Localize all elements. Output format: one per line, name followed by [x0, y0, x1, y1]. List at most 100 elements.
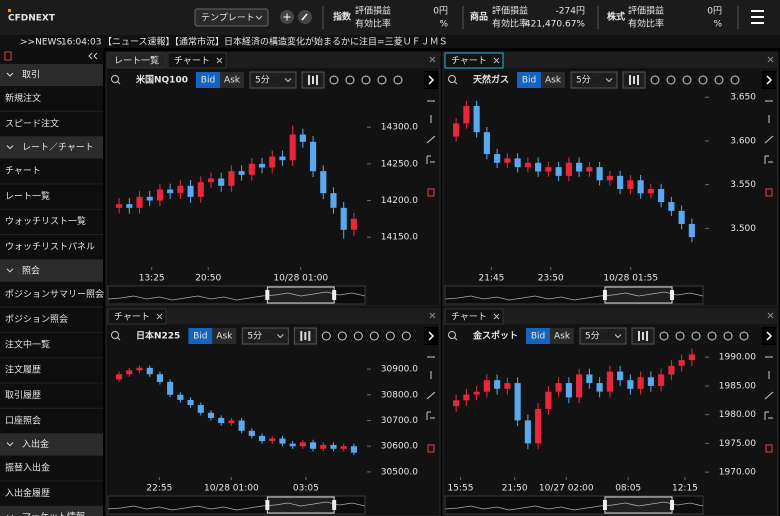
menu-item[interactable]: スピード注文: [5, 117, 59, 129]
search-icon[interactable]: [448, 75, 456, 83]
symbol-name[interactable]: 金スポット: [472, 330, 518, 342]
side-tool[interactable]: [426, 411, 435, 420]
menu-item[interactable]: ウォッチリスト一覧: [5, 215, 86, 227]
navigator-window[interactable]: [604, 496, 673, 514]
tool-icon[interactable]: [369, 331, 379, 341]
side-tool[interactable]: [426, 155, 435, 164]
symbol-name[interactable]: 天然ガス: [473, 74, 509, 86]
symbol-name[interactable]: 日本N225: [136, 330, 180, 342]
scroll-button[interactable]: [424, 327, 438, 345]
interval-select[interactable]: [579, 327, 627, 345]
menu-item[interactable]: レート一覧: [5, 190, 50, 202]
scroll-button[interactable]: [762, 327, 776, 345]
tab[interactable]: [444, 308, 504, 325]
side-trash[interactable]: [765, 188, 773, 197]
tool-icon[interactable]: [666, 75, 676, 85]
side-tool[interactable]: [764, 391, 774, 400]
tool-icon[interactable]: [385, 331, 395, 341]
tool-icon[interactable]: [337, 331, 347, 341]
tool-icon[interactable]: [730, 75, 740, 85]
navigator-handle[interactable]: [332, 290, 337, 300]
tab-close[interactable]: [216, 57, 223, 64]
tool-icon[interactable]: [329, 75, 339, 85]
search-icon[interactable]: [111, 331, 119, 339]
menu-item[interactable]: 注文履歴: [5, 364, 41, 376]
menu-item[interactable]: 新規注文: [5, 92, 41, 104]
tool-icon[interactable]: [691, 331, 701, 341]
panel-close[interactable]: [429, 56, 436, 63]
tool-icon[interactable]: [361, 75, 371, 85]
menu-icon[interactable]: [751, 10, 764, 24]
navigator-handle[interactable]: [602, 500, 607, 510]
tab[interactable]: [167, 52, 227, 69]
search-icon[interactable]: [448, 331, 456, 339]
side-trash[interactable]: [427, 188, 435, 197]
navigator-handle[interactable]: [602, 290, 607, 300]
tool-icon[interactable]: [707, 331, 717, 341]
tool-icon[interactable]: [353, 331, 363, 341]
tab[interactable]: [444, 52, 504, 69]
tab-close[interactable]: [156, 313, 163, 320]
navigator-handle[interactable]: [670, 500, 675, 510]
navigator-window[interactable]: [266, 496, 335, 514]
interval-select[interactable]: [570, 71, 618, 89]
bid-button[interactable]: [526, 328, 551, 344]
news-text[interactable]: 【ニュース速報】【通常市況】日本経済の構造変化が始まるかに注目=三菱ＵＦＪＭＳ: [103, 36, 448, 48]
panel-close[interactable]: [429, 312, 436, 319]
tool-icon[interactable]: [650, 75, 660, 85]
menu-item[interactable]: 注文中一覧: [5, 338, 50, 350]
navigator-window[interactable]: [266, 286, 335, 304]
search-icon[interactable]: [111, 75, 119, 83]
tab-close[interactable]: [493, 57, 500, 64]
tool-icon[interactable]: [401, 331, 411, 341]
interval-select[interactable]: [249, 71, 297, 89]
menu-item[interactable]: 入出金履歴: [5, 487, 50, 499]
menu-item[interactable]: ウォッチリストパネル: [5, 242, 95, 253]
collapse-icon[interactable]: [88, 52, 98, 60]
tool-icon[interactable]: [345, 75, 355, 85]
ask-button[interactable]: [541, 72, 566, 88]
bid-button[interactable]: [195, 72, 220, 88]
scroll-button[interactable]: [424, 71, 438, 89]
ask-button[interactable]: [219, 72, 244, 88]
menu-item[interactable]: 取引履歴: [5, 390, 41, 401]
tool-icon[interactable]: [682, 75, 692, 85]
tool-icon[interactable]: [321, 331, 331, 341]
symbol-name[interactable]: 米国NQ100: [135, 74, 188, 86]
tab-close[interactable]: [493, 313, 500, 320]
menu-item[interactable]: 振替入出金: [5, 462, 50, 474]
side-trash[interactable]: [427, 444, 435, 453]
tool-icon[interactable]: [675, 331, 685, 341]
ask-button[interactable]: [212, 328, 237, 344]
tool-icon[interactable]: [393, 75, 403, 85]
side-tool[interactable]: [764, 155, 773, 164]
tab[interactable]: [107, 308, 167, 325]
ask-button[interactable]: [550, 328, 575, 344]
bid-button[interactable]: [188, 328, 213, 344]
tool-icon[interactable]: [739, 331, 749, 341]
scroll-button[interactable]: [762, 71, 776, 89]
tool-icon[interactable]: [659, 331, 669, 341]
tab[interactable]: [107, 52, 167, 69]
tool-icon[interactable]: [714, 75, 724, 85]
menu-item[interactable]: チャート: [5, 166, 41, 177]
side-tool[interactable]: [426, 391, 436, 400]
panel-close[interactable]: [767, 312, 774, 319]
side-trash[interactable]: [765, 444, 773, 453]
tool-icon[interactable]: [698, 75, 708, 85]
navigator-handle[interactable]: [332, 500, 337, 510]
tool-icon[interactable]: [723, 331, 733, 341]
side-tool[interactable]: [764, 411, 773, 420]
navigator-handle[interactable]: [265, 500, 270, 510]
menu-item[interactable]: ポジション照会: [5, 313, 68, 325]
menu-item[interactable]: ポジションサマリー照会: [5, 288, 104, 300]
panel-close[interactable]: [767, 56, 774, 63]
navigator-handle[interactable]: [265, 290, 270, 300]
navigator-handle[interactable]: [670, 290, 675, 300]
menu-item[interactable]: 口座照会: [5, 414, 41, 426]
template-select[interactable]: [194, 8, 269, 27]
bid-button[interactable]: [517, 72, 542, 88]
tool-icon[interactable]: [377, 75, 387, 85]
side-tool[interactable]: [426, 135, 436, 144]
trash-icon[interactable]: [4, 51, 12, 61]
